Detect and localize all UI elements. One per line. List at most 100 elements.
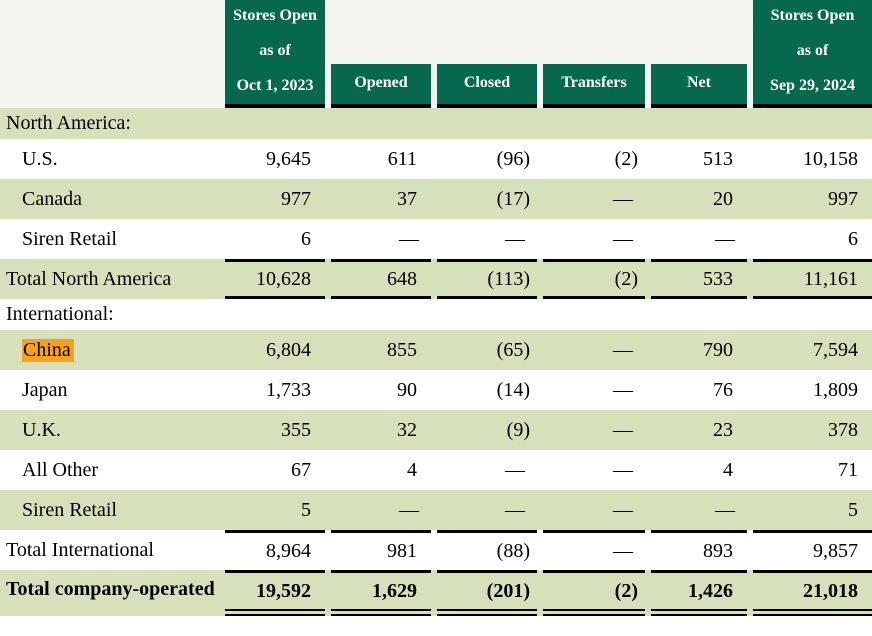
cell-net: — <box>651 490 747 530</box>
cell-closed: — <box>437 219 537 259</box>
column-header-box: Net <box>651 64 747 108</box>
cell-opened: 611 <box>331 139 431 179</box>
column-gap <box>431 259 437 299</box>
cell-open-sep-29-2024: 71 <box>753 450 872 490</box>
cell-closed: (88) <box>437 530 537 570</box>
column-gap <box>747 219 753 259</box>
highlighted-text: China <box>22 338 74 362</box>
cell-closed: (113) <box>437 259 537 299</box>
cell-transfers: — <box>543 410 645 450</box>
column-header-line: Opened <box>354 74 408 91</box>
column-header-line: Oct 1, 2023 <box>236 77 314 94</box>
cell-opened <box>331 299 431 330</box>
cell-closed: (9) <box>437 410 537 450</box>
column-gap <box>747 370 753 410</box>
cell-transfers: — <box>543 530 645 570</box>
row-label: Japan <box>0 370 225 410</box>
cell-open-oct-1-2023: 977 <box>225 179 325 219</box>
column-gap <box>537 490 543 530</box>
column-gap <box>325 330 331 370</box>
cell-open-oct-1-2023 <box>225 108 325 139</box>
column-gap <box>645 139 651 179</box>
column-header-line: Transfers <box>561 74 627 91</box>
column-gap <box>645 330 651 370</box>
column-gap <box>645 370 651 410</box>
column-gap <box>645 259 651 299</box>
cell-opened: 90 <box>331 370 431 410</box>
column-gap <box>747 179 753 219</box>
column-header-opened: Opened <box>331 0 431 108</box>
row-label: North America: <box>0 108 225 139</box>
column-header-net: Net <box>651 0 747 108</box>
column-header-line: Closed <box>463 74 511 91</box>
row-label: Canada <box>0 179 225 219</box>
column-gap <box>431 530 437 570</box>
column-gap <box>645 219 651 259</box>
cell-transfers: — <box>543 179 645 219</box>
cell-net: 893 <box>651 530 747 570</box>
column-header-line: Stores Open <box>770 7 855 24</box>
row-label: Total company-operated <box>0 570 225 616</box>
cell-net: 1,426 <box>651 570 747 616</box>
row-label: Siren Retail <box>0 490 225 530</box>
column-gap <box>645 410 651 450</box>
column-gap <box>325 410 331 450</box>
column-gap <box>645 570 651 616</box>
store-count-table: Stores Open as of Oct 1, 2023 Opened Closed T… <box>0 0 872 616</box>
row-label: China <box>0 330 225 370</box>
cell-opened: 1,629 <box>331 570 431 616</box>
cell-opened: 648 <box>331 259 431 299</box>
cell-open-sep-29-2024: 21,018 <box>753 570 872 616</box>
row-label: Total North America <box>0 259 225 299</box>
column-header-closed: Closed <box>437 0 537 108</box>
column-gap <box>431 450 437 490</box>
column-header-box: Transfers <box>543 64 645 108</box>
column-gap <box>325 108 331 139</box>
cell-open-sep-29-2024: 11,161 <box>753 259 872 299</box>
column-gap <box>645 179 651 219</box>
cell-transfers: (2) <box>543 570 645 616</box>
row-label: All Other <box>0 450 225 490</box>
cell-open-oct-1-2023: 355 <box>225 410 325 450</box>
cell-opened: 981 <box>331 530 431 570</box>
cell-net: 513 <box>651 139 747 179</box>
column-header-box: Closed <box>437 64 537 108</box>
row-label: U.K. <box>0 410 225 450</box>
cell-open-oct-1-2023: 8,964 <box>225 530 325 570</box>
row-label: U.S. <box>0 139 225 179</box>
column-header-open-oct-1-2023: Stores Open as of Oct 1, 2023 <box>225 0 325 108</box>
cell-opened: — <box>331 490 431 530</box>
header-gap <box>747 0 753 108</box>
cell-open-oct-1-2023: 1,733 <box>225 370 325 410</box>
cell-open-sep-29-2024: 10,158 <box>753 139 872 179</box>
column-gap <box>431 179 437 219</box>
column-gap <box>537 450 543 490</box>
column-gap <box>325 570 331 616</box>
cell-open-sep-29-2024 <box>753 299 872 330</box>
column-gap <box>645 299 651 330</box>
cell-open-oct-1-2023: 67 <box>225 450 325 490</box>
column-gap <box>645 490 651 530</box>
cell-open-oct-1-2023: 10,628 <box>225 259 325 299</box>
cell-net: 4 <box>651 450 747 490</box>
column-gap <box>537 370 543 410</box>
cell-transfers: (2) <box>543 259 645 299</box>
column-gap <box>747 259 753 299</box>
cell-closed: (65) <box>437 330 537 370</box>
cell-open-sep-29-2024: 378 <box>753 410 872 450</box>
column-gap <box>747 330 753 370</box>
cell-open-oct-1-2023: 6 <box>225 219 325 259</box>
column-header-line: Stores Open <box>233 7 317 24</box>
column-gap <box>537 530 543 570</box>
column-gap <box>325 139 331 179</box>
cell-open-sep-29-2024: 7,594 <box>753 330 872 370</box>
cell-transfers <box>543 299 645 330</box>
header-spacer <box>0 0 225 108</box>
column-gap <box>645 108 651 139</box>
column-gap <box>431 330 437 370</box>
cell-net <box>651 108 747 139</box>
column-header-box: Stores Open as of Sep 29, 2024 <box>753 0 872 108</box>
cell-net: 533 <box>651 259 747 299</box>
column-header-line: as of <box>796 42 829 59</box>
column-gap <box>431 370 437 410</box>
